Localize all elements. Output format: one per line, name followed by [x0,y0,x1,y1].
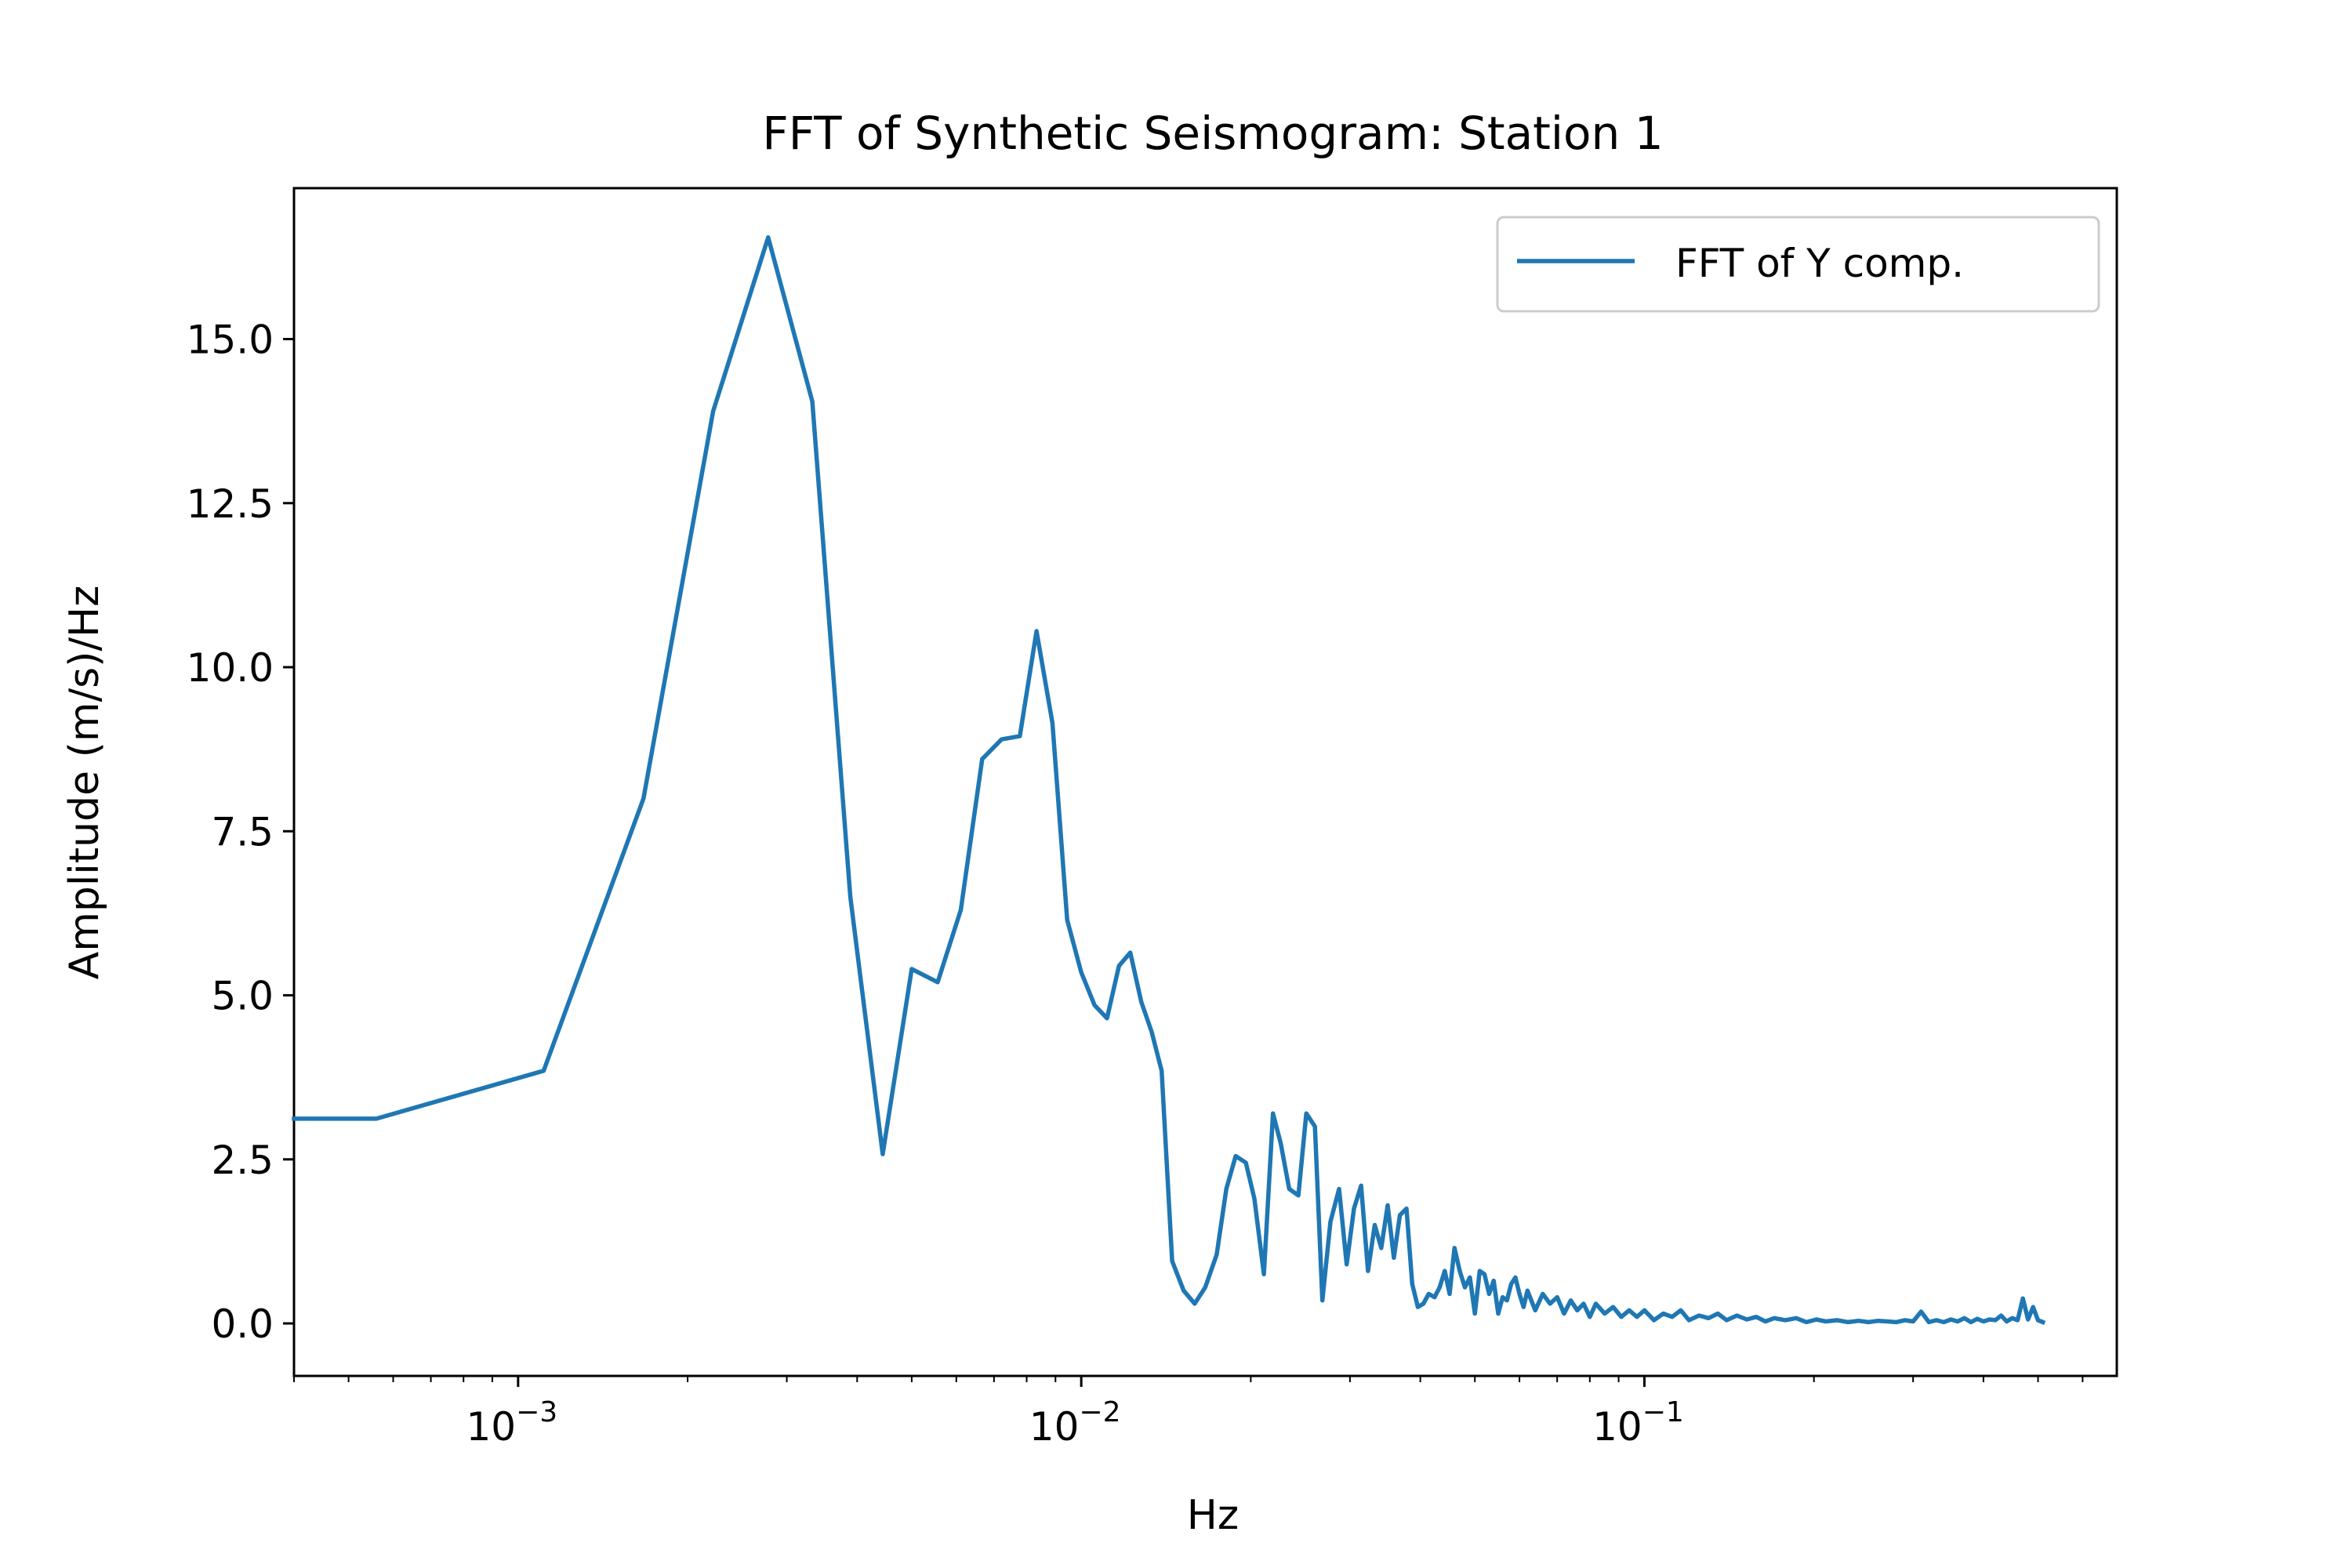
y-tick-label: 7.5 [211,809,274,855]
x-tick-label: 10−2 [1029,1396,1121,1450]
x-tick-exponent: −1 [1642,1396,1684,1428]
y-tick-label: 15.0 [187,318,274,363]
x-tick-exponent: −2 [1079,1396,1120,1428]
y-axis-ticks: 0.0 2.5 5.0 7.5 10.0 12.5 15.0 [187,318,294,1347]
y-tick-label: 12.5 [187,481,274,527]
x-axis-label: Hz [1187,1492,1239,1539]
x-tick-base: 10 [1029,1404,1080,1450]
y-tick-label: 0.0 [211,1301,274,1347]
y-axis-label: Amplitude (m/s)/Hz [61,586,108,980]
x-tick-base: 10 [466,1404,516,1450]
x-tick-label: 10−1 [1592,1396,1684,1450]
x-tick-exponent: −3 [516,1396,557,1428]
legend-frame [1496,216,2100,313]
plot-area-frame [292,187,2118,1377]
series-line-fft-y [292,235,2046,1325]
x-tick-label: 10−3 [466,1396,557,1450]
y-tick-label: 5.0 [211,974,274,1019]
legend-label: FFT of Y comp. [1675,241,1964,286]
y-tick-label: 2.5 [211,1138,274,1183]
y-tick-label: 10.0 [187,645,274,691]
x-axis-ticks: 10−3 10−2 10−1 [293,1376,2084,1450]
chart-title: FFT of Synthetic Seismogram: Station 1 [762,107,1663,160]
legend: FFT of Y comp. [1496,216,2100,313]
x-tick-base: 10 [1592,1404,1642,1450]
